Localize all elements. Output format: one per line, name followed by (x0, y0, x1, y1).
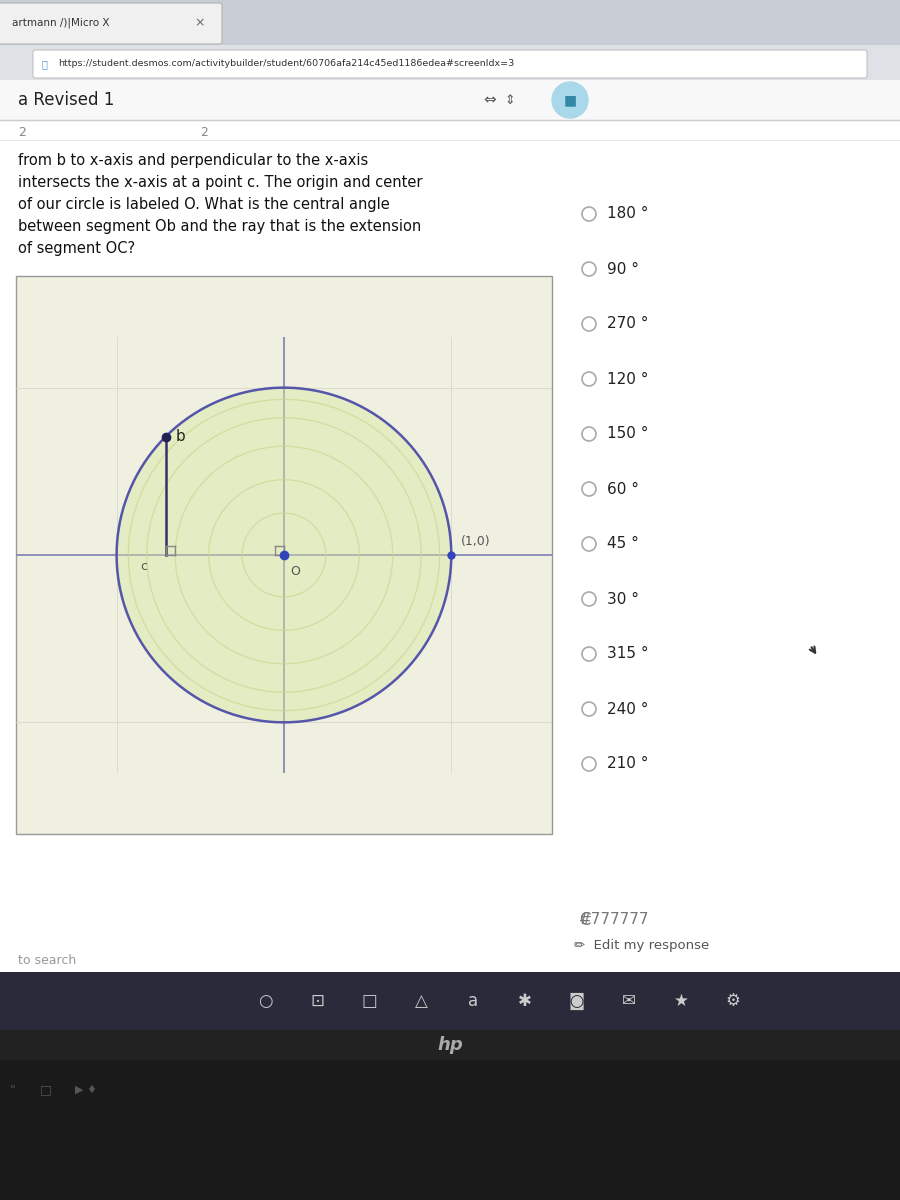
Text: △: △ (415, 992, 428, 1010)
Text: intersects the x-axis at a point c. The origin and center: intersects the x-axis at a point c. The … (18, 174, 422, 190)
Text: 2: 2 (200, 126, 208, 138)
Text: 45 °: 45 ° (607, 536, 639, 552)
Text: 150 °: 150 ° (607, 426, 649, 442)
Bar (16, 276, 552, 834)
Text: □: □ (361, 992, 377, 1010)
Text: ▶ ♦: ▶ ♦ (75, 1085, 97, 1094)
Circle shape (552, 82, 588, 118)
Text: □: □ (40, 1084, 52, 1097)
Text: a Revised 1: a Revised 1 (18, 91, 114, 109)
Text: ⇔: ⇔ (483, 92, 497, 108)
Text: 60 °: 60 ° (607, 481, 639, 497)
Bar (0, 44, 900, 80)
Text: ⊡: ⊡ (310, 992, 324, 1010)
Bar (0, 972, 900, 1030)
Text: ✉: ✉ (622, 992, 636, 1010)
Text: to search: to search (18, 954, 76, 966)
Circle shape (117, 388, 451, 722)
Bar (0, 0, 900, 44)
Text: ⇕: ⇕ (505, 94, 515, 107)
Text: 315 °: 315 ° (607, 647, 649, 661)
Text: ■: ■ (563, 92, 577, 107)
Bar (0, 80, 900, 1030)
Bar (0, 0, 900, 1030)
Text: ★: ★ (673, 992, 689, 1010)
Text: of our circle is labeled O. What is the central angle: of our circle is labeled O. What is the … (18, 197, 390, 211)
Text: hp: hp (437, 1036, 463, 1054)
Text: b: b (176, 430, 185, 444)
Text: from b to x-axis and perpendicular to the x-axis: from b to x-axis and perpendicular to th… (18, 152, 368, 168)
Bar (0, 80, 900, 120)
Text: ✱: ✱ (518, 992, 532, 1010)
Text: O: O (291, 565, 301, 578)
Text: ○: ○ (257, 992, 272, 1010)
Text: ⚙: ⚙ (725, 992, 741, 1010)
Bar (0, 1030, 900, 1060)
Text: artmann /)|Micro X: artmann /)|Micro X (12, 18, 110, 29)
Text: https://student.desmos.com/activitybuilder/student/60706afa214c45ed1186edea#scre: https://student.desmos.com/activitybuild… (58, 60, 514, 68)
Text: ✏  Edit my response: ✏ Edit my response (574, 938, 709, 952)
Text: C: C (579, 911, 590, 929)
FancyBboxPatch shape (0, 2, 222, 44)
Text: 🔒: 🔒 (42, 59, 48, 68)
Text: a: a (468, 992, 478, 1010)
Text: 270 °: 270 ° (607, 317, 649, 331)
Text: 2: 2 (18, 126, 26, 138)
Text: 120 °: 120 ° (607, 372, 649, 386)
Text: 180 °: 180 ° (607, 206, 649, 222)
Text: ◙: ◙ (569, 992, 585, 1010)
FancyBboxPatch shape (33, 50, 867, 78)
Text: ×: × (194, 17, 205, 30)
Text: of segment OC?: of segment OC? (18, 240, 135, 256)
Text: 30 °: 30 ° (607, 592, 639, 606)
Text: ": " (10, 1084, 16, 1097)
Text: (1,0): (1,0) (462, 535, 491, 548)
Text: between segment Ob and the ray that is the extension: between segment Ob and the ray that is t… (18, 218, 421, 234)
Text: 240 °: 240 ° (607, 702, 649, 716)
Bar (0, 0, 900, 1050)
Text: c: c (140, 560, 148, 574)
Text: 210 °: 210 ° (607, 756, 649, 772)
Text: #777777: #777777 (579, 912, 650, 928)
Text: 90 °: 90 ° (607, 262, 639, 276)
Bar (0, 1060, 900, 1200)
